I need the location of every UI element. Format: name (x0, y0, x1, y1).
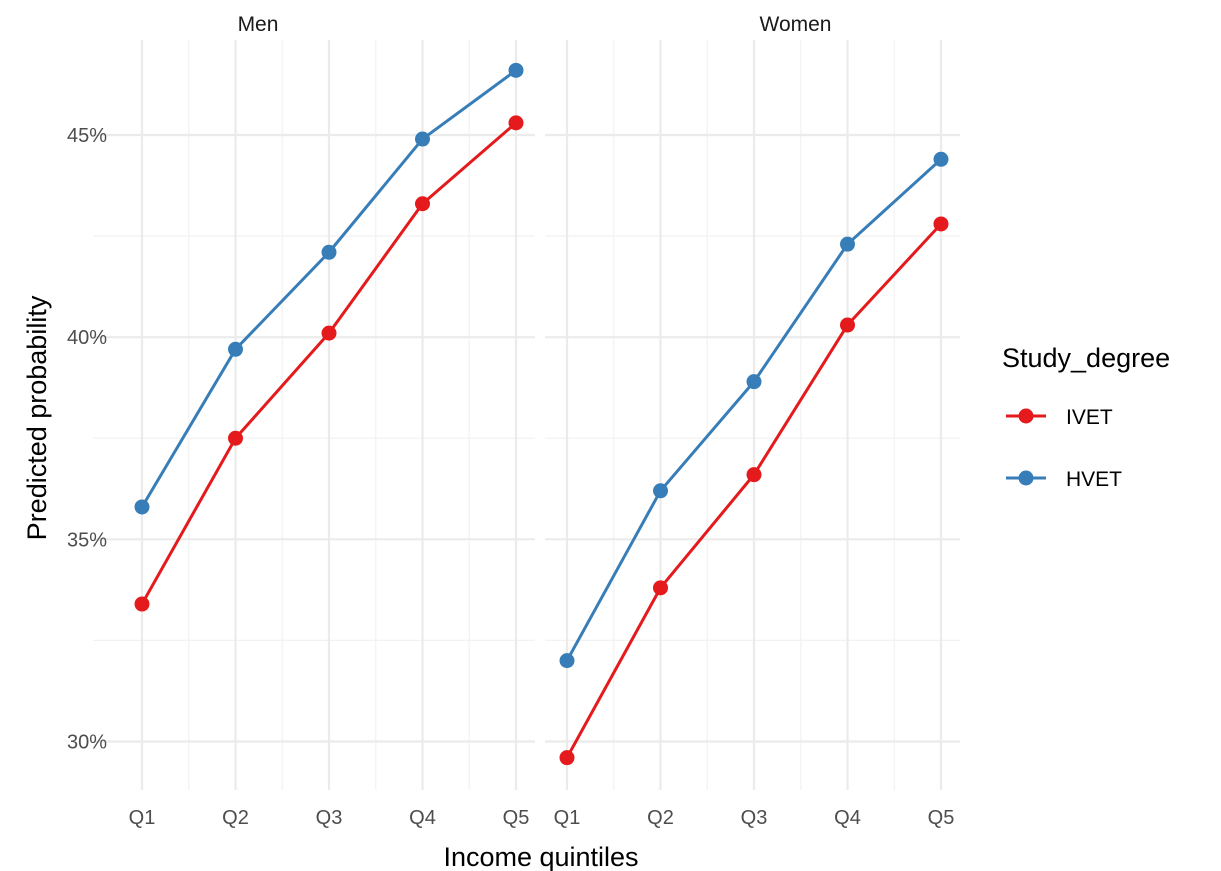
legend-label: IVET (1066, 406, 1113, 429)
data-point-ivet (415, 196, 430, 212)
x-tick-label: Q1 (554, 807, 581, 829)
y-axis-ticks: 30% 35% 40% 45% (67, 125, 107, 753)
data-point-ivet (653, 580, 668, 596)
x-tick-label: Q1 (129, 807, 156, 829)
data-point-hvet (653, 483, 668, 499)
data-point-ivet (559, 750, 575, 766)
y-tick-label: 35% (67, 529, 107, 551)
x-axis-title: Income quintiles (443, 842, 638, 871)
data-point-ivet (840, 317, 855, 333)
data-point-ivet (933, 216, 949, 232)
x-tick-label: Q4 (834, 807, 861, 829)
legend-label: HVET (1066, 468, 1122, 491)
data-point-hvet (134, 499, 150, 515)
data-point-hvet (559, 653, 575, 669)
legend-title: Study_degree (1002, 343, 1170, 373)
x-tick-label: Q2 (647, 807, 674, 829)
x-tick-label: Q4 (409, 807, 436, 829)
x-tick-label: Q3 (316, 807, 343, 829)
legend-item-hvet: HVET (1006, 468, 1122, 491)
x-tick-label: Q5 (928, 807, 955, 829)
data-point-hvet (228, 341, 243, 357)
facet-label-men: Men (238, 13, 279, 36)
legend-key-point (1018, 408, 1034, 424)
y-axis-title: Predicted probability (22, 295, 52, 540)
data-point-ivet (746, 467, 762, 483)
grid-layer (93, 40, 960, 790)
legend-item-ivet: IVET (1006, 406, 1113, 429)
series-layer (134, 62, 949, 766)
legend-key-point (1018, 470, 1034, 486)
data-point-ivet (508, 115, 524, 131)
facet-label-women: Women (760, 13, 832, 36)
data-point-hvet (508, 62, 524, 78)
y-tick-label: 40% (67, 327, 107, 349)
data-point-ivet (134, 596, 150, 612)
data-point-hvet (840, 236, 855, 252)
data-point-hvet (415, 131, 430, 147)
x-tick-label: Q2 (222, 807, 249, 829)
x-axis-ticks: Q1 Q2 Q3 Q4 Q5 Q1 Q2 Q3 Q4 Q5 (129, 807, 955, 829)
data-point-hvet (746, 374, 762, 390)
y-tick-label: 45% (67, 125, 107, 147)
x-tick-label: Q3 (741, 807, 768, 829)
data-point-ivet (228, 430, 243, 446)
x-tick-label: Q5 (503, 807, 530, 829)
legend-items: IVET HVET (1006, 406, 1122, 491)
legend: Study_degree IVET HVET (1002, 343, 1170, 491)
data-point-hvet (933, 151, 949, 167)
y-tick-label: 30% (67, 731, 107, 753)
facet-strips: Men Women (238, 13, 832, 36)
data-point-ivet (321, 325, 337, 341)
data-point-hvet (321, 244, 337, 260)
